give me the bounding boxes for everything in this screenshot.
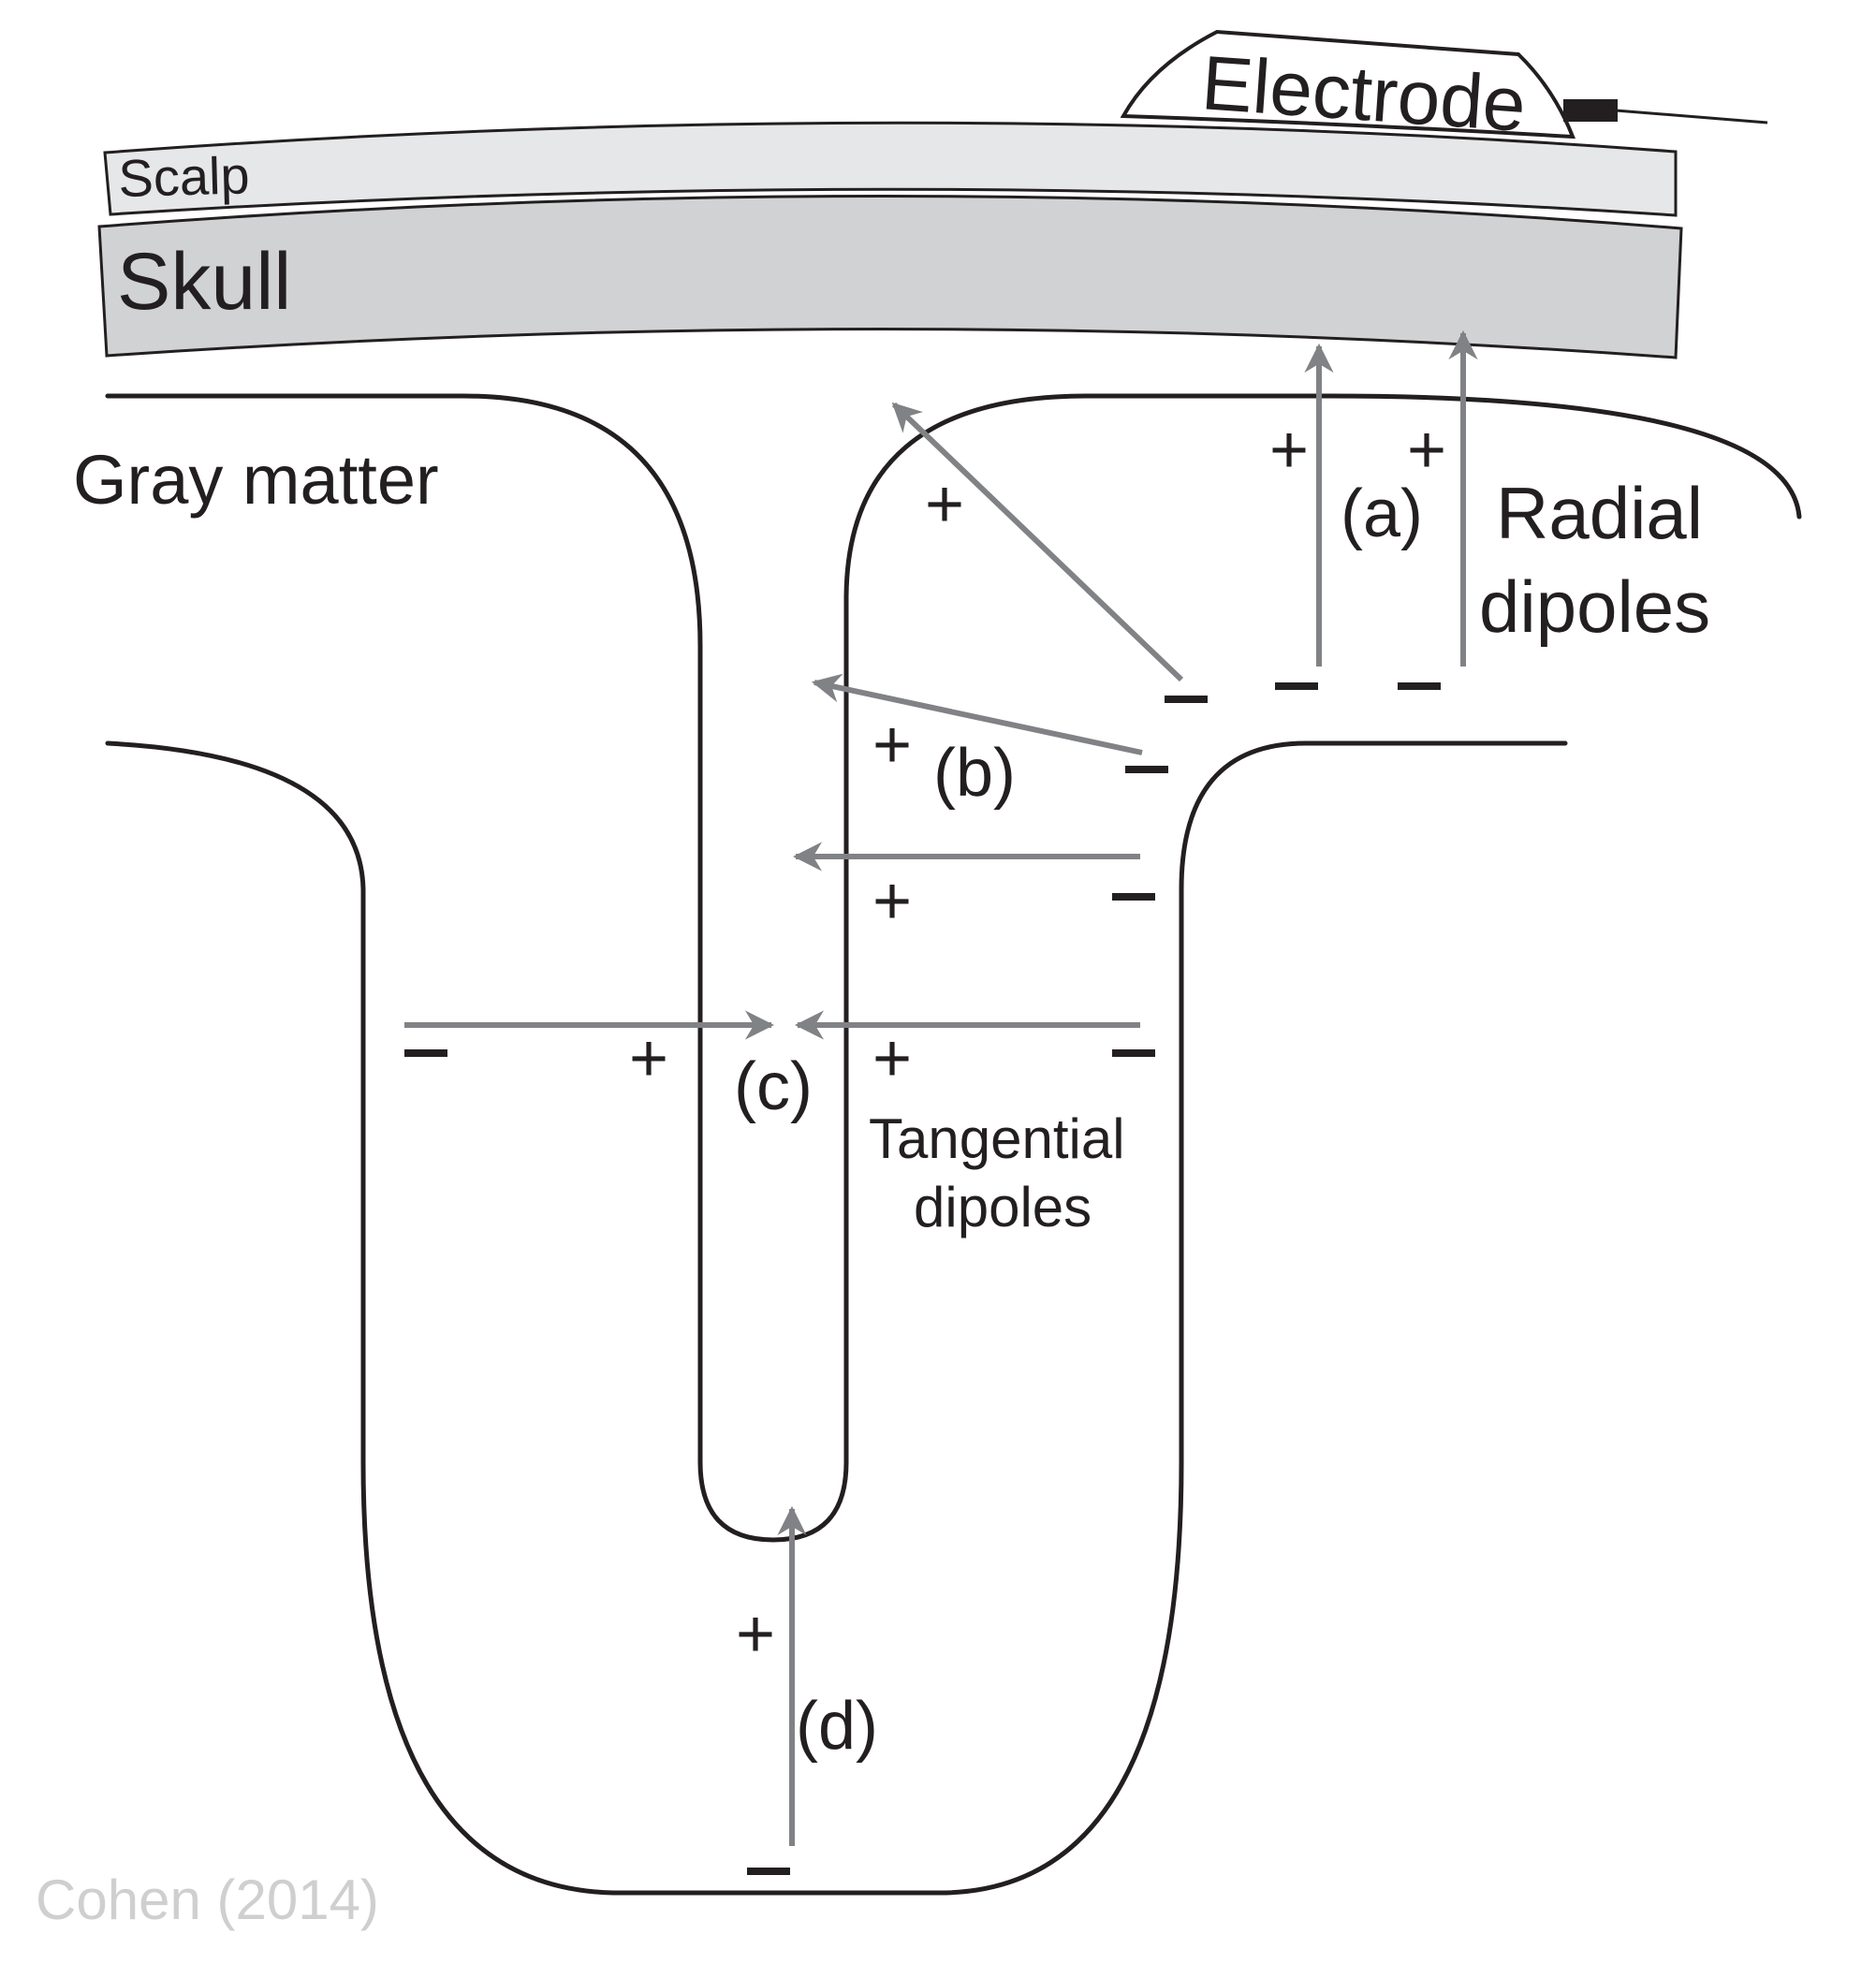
skull-band	[97, 195, 1683, 359]
gray-matter-label: Gray matter	[73, 441, 439, 519]
skull-label: Skull	[117, 237, 291, 327]
electrode-connector	[1563, 99, 1618, 122]
plus-signs: + + + + + + + +	[629, 413, 1446, 1672]
oblique-dipole-arrow	[891, 402, 1184, 682]
label-b: (b)	[933, 736, 1016, 811]
minus-sign	[1125, 766, 1168, 773]
minus-sign	[1275, 682, 1318, 690]
credit-text: Cohen (2014)	[36, 1868, 379, 1931]
label-a: (a)	[1341, 476, 1423, 551]
scalp-band	[103, 121, 1678, 217]
cortex-outline	[105, 393, 1802, 1896]
oblique-dipoles	[792, 673, 1143, 872]
minus-sign	[1165, 696, 1208, 703]
electrode: Electrode	[1120, 29, 1768, 148]
scalp-layer: Scalp	[103, 121, 1678, 217]
label-d: (d)	[796, 1689, 878, 1764]
plus-sign: +	[925, 467, 964, 542]
outer-gray-matter-surface	[105, 393, 1802, 1543]
plus-sign: +	[872, 864, 912, 939]
plus-sign: +	[872, 708, 912, 783]
minus-sign	[1398, 682, 1441, 690]
inner-white-matter-boundary	[105, 740, 1568, 1896]
radial-dipoles-label-line2: dipoles	[1479, 565, 1710, 648]
skull-layer: Skull	[97, 195, 1683, 359]
label-c: (c)	[734, 1049, 813, 1124]
minus-signs	[404, 682, 1441, 1875]
minus-sign	[404, 1049, 447, 1057]
tangential-dipoles-label-line2: dipoles	[914, 1176, 1092, 1238]
scalp-label: Scalp	[118, 145, 251, 208]
plus-sign: +	[1407, 413, 1446, 488]
radial-dipoles-label-line1: Radial	[1496, 472, 1703, 554]
electrode-wire	[1615, 109, 1768, 125]
tangential-dipoles-label-line1: Tangential	[869, 1107, 1125, 1170]
plus-sign: +	[872, 1021, 912, 1096]
plus-sign: +	[629, 1021, 668, 1096]
radial-dipoles	[891, 330, 1478, 682]
dipole-arrow-b	[811, 673, 1143, 755]
minus-sign	[747, 1868, 790, 1875]
minus-sign	[1112, 1049, 1155, 1057]
minus-sign	[1112, 893, 1155, 901]
plus-sign: +	[1269, 413, 1309, 488]
plus-sign: +	[736, 1597, 775, 1672]
electrode-body	[1120, 29, 1576, 139]
